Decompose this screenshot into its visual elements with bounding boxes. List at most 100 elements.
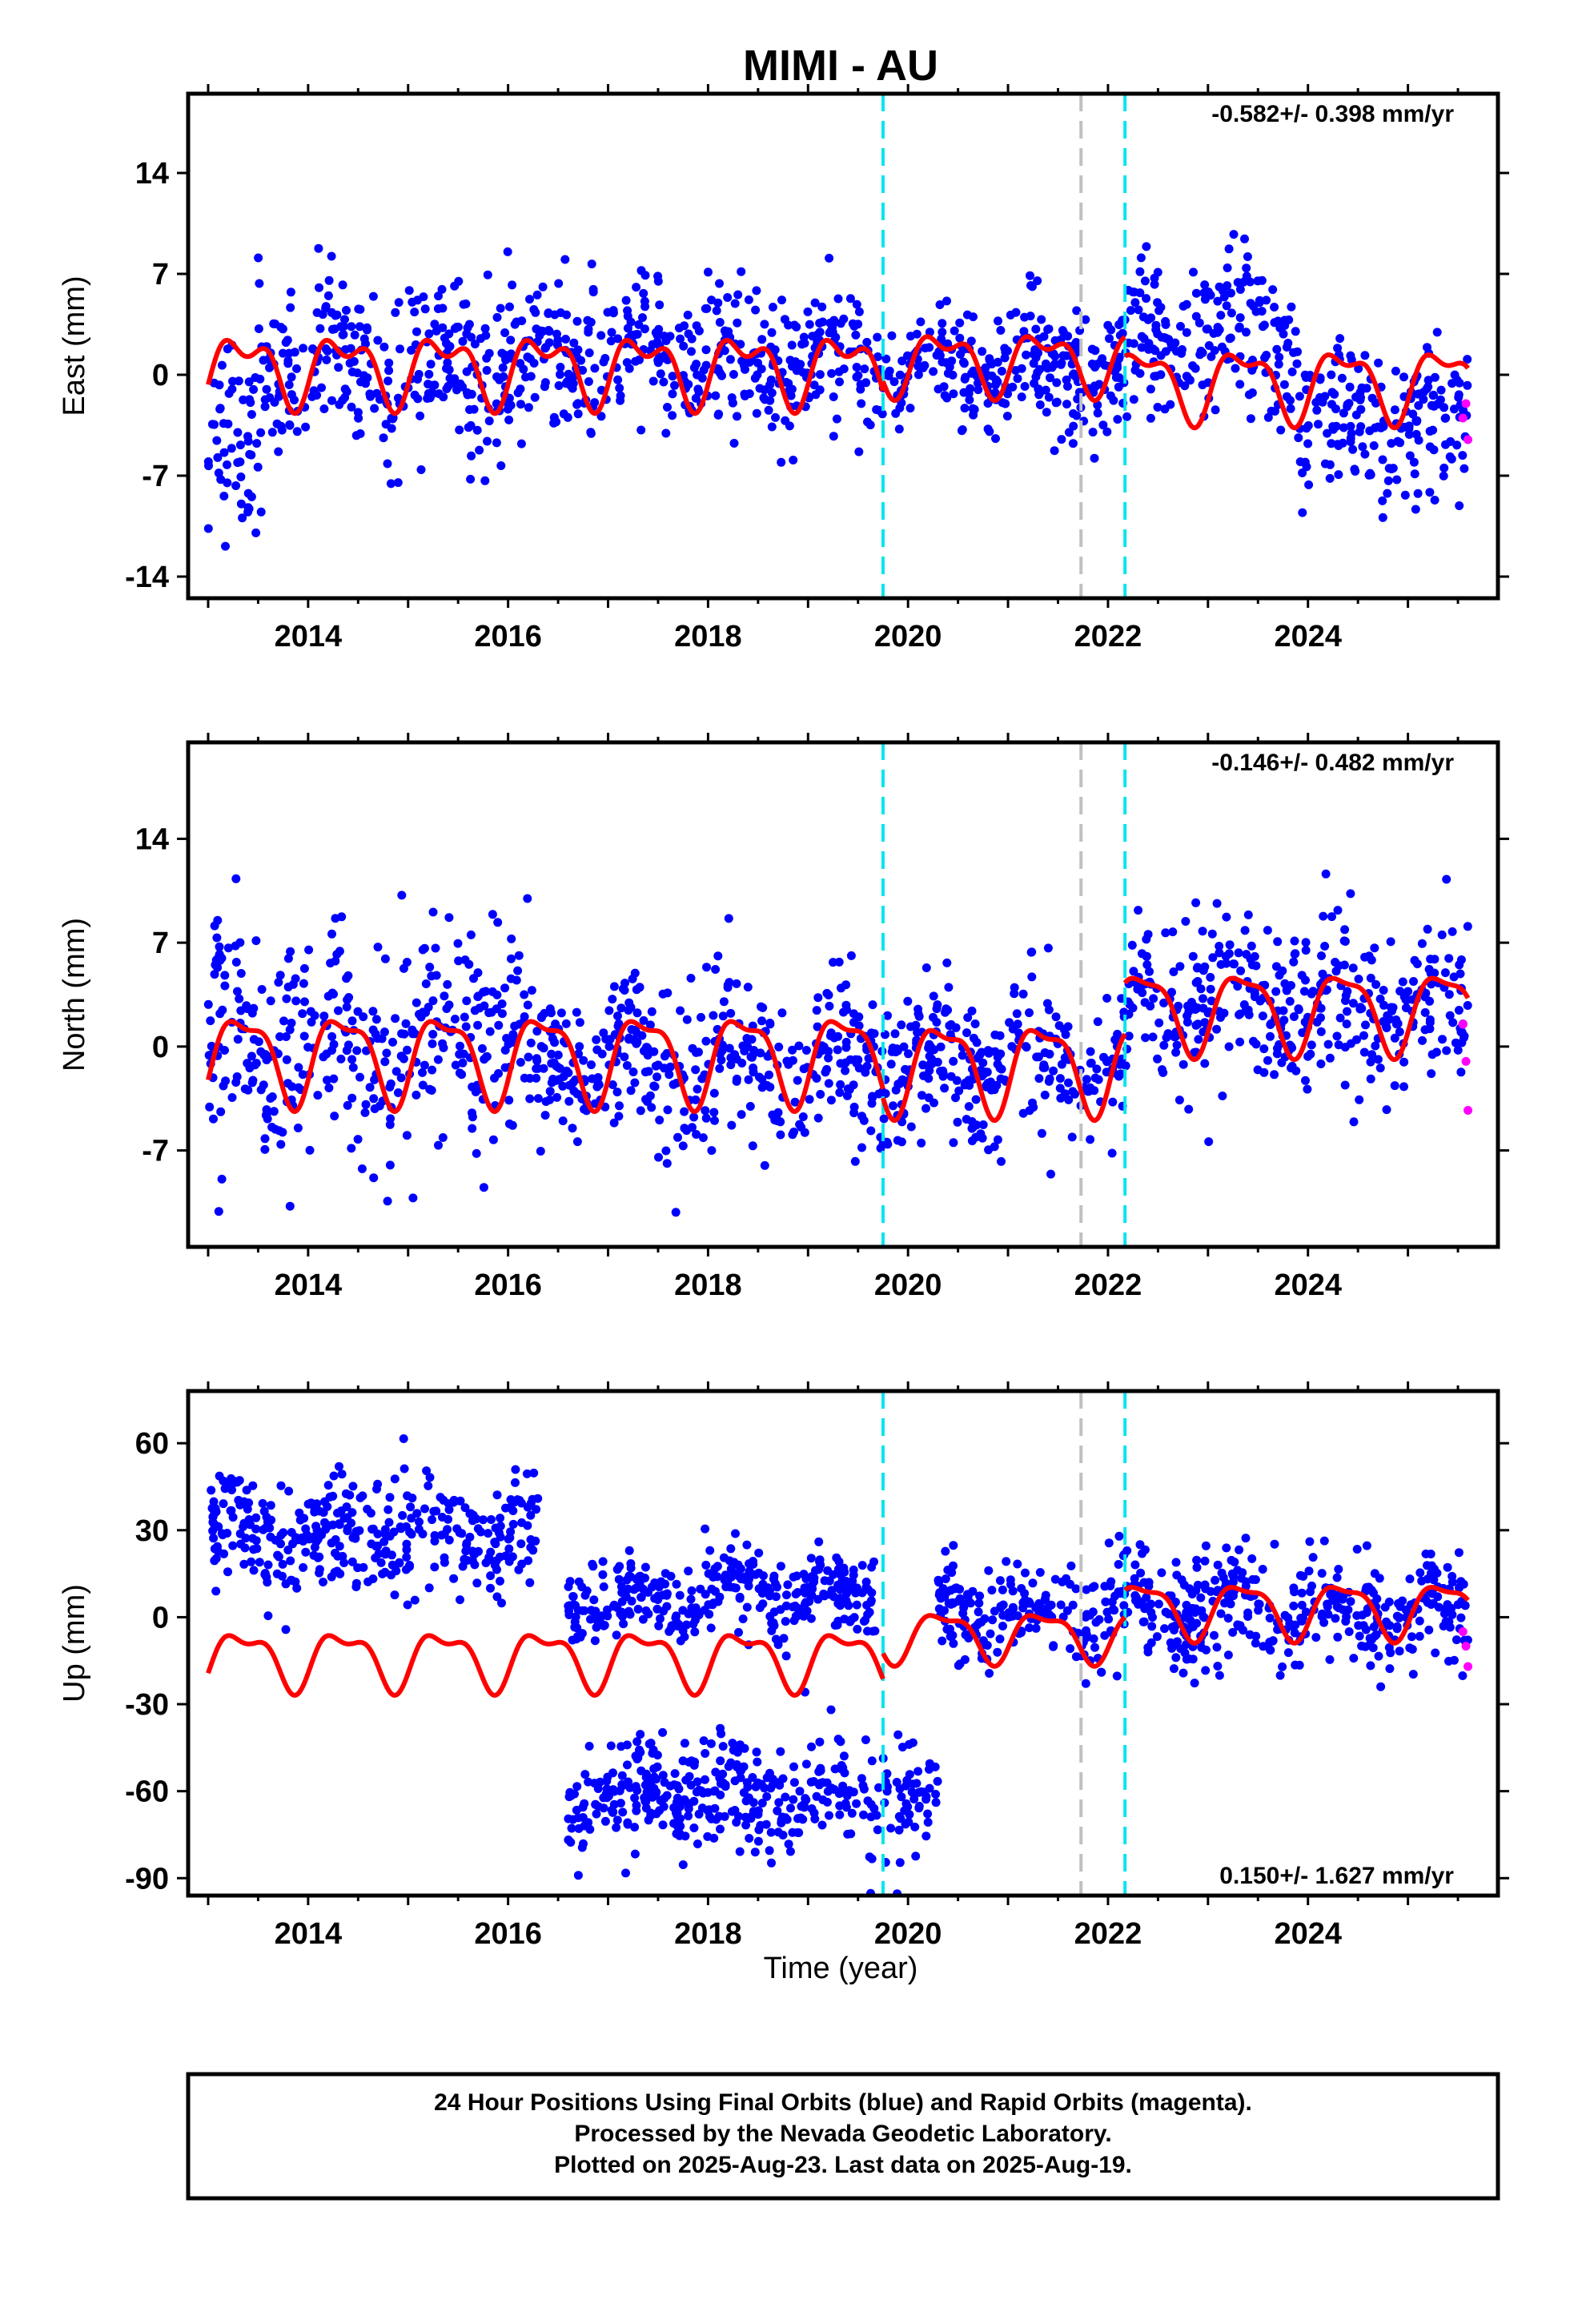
final-point bbox=[668, 411, 677, 420]
final-point bbox=[813, 1022, 822, 1031]
final-point bbox=[886, 1059, 896, 1069]
final-point bbox=[223, 344, 232, 354]
final-point bbox=[1405, 451, 1415, 460]
final-point bbox=[632, 283, 641, 292]
final-point bbox=[1197, 1642, 1207, 1652]
final-point bbox=[724, 914, 733, 923]
final-point bbox=[1137, 1598, 1146, 1608]
y-tick-label: 0 bbox=[152, 1601, 169, 1634]
final-point bbox=[836, 1601, 845, 1610]
final-point bbox=[852, 372, 861, 382]
final-point bbox=[639, 1015, 648, 1025]
final-point bbox=[340, 315, 349, 324]
final-point bbox=[393, 1088, 403, 1097]
y-tick-label: 7 bbox=[152, 927, 169, 960]
final-point bbox=[861, 1735, 870, 1744]
final-point bbox=[332, 950, 342, 959]
final-point bbox=[689, 1112, 699, 1122]
final-point bbox=[1142, 960, 1152, 970]
final-point bbox=[255, 374, 265, 384]
final-point bbox=[486, 1583, 495, 1593]
final-point bbox=[1411, 416, 1421, 425]
final-point bbox=[771, 412, 780, 422]
final-point bbox=[866, 1799, 876, 1809]
final-point bbox=[556, 370, 564, 380]
final-point bbox=[221, 541, 230, 551]
final-point bbox=[817, 302, 827, 312]
final-point bbox=[689, 1823, 699, 1832]
final-point bbox=[443, 979, 452, 989]
model-curve bbox=[1123, 1585, 1470, 1646]
final-point bbox=[1212, 1024, 1222, 1034]
x-tick-label: 2022 bbox=[1074, 1917, 1142, 1951]
final-point bbox=[572, 316, 582, 326]
final-point bbox=[658, 1820, 668, 1830]
final-point bbox=[337, 1470, 347, 1479]
final-point bbox=[282, 994, 291, 1003]
final-point bbox=[319, 1011, 329, 1021]
final-point bbox=[672, 1579, 681, 1589]
x-tick-label: 2024 bbox=[1274, 1269, 1342, 1302]
final-point bbox=[1427, 1069, 1436, 1079]
final-point bbox=[712, 306, 721, 316]
final-point bbox=[1138, 1549, 1146, 1558]
final-point bbox=[1158, 1068, 1168, 1077]
final-point bbox=[1028, 1578, 1038, 1588]
final-point bbox=[1367, 393, 1377, 403]
final-point bbox=[622, 1061, 632, 1070]
final-point bbox=[380, 1567, 390, 1577]
final-point bbox=[561, 1019, 571, 1028]
final-point bbox=[278, 1559, 287, 1569]
final-point bbox=[1040, 1048, 1050, 1057]
final-point bbox=[1430, 1566, 1439, 1575]
final-point bbox=[1369, 1622, 1379, 1631]
final-point bbox=[577, 1843, 587, 1852]
final-point bbox=[952, 1583, 961, 1593]
final-point bbox=[444, 1000, 454, 1010]
final-point bbox=[1347, 428, 1356, 438]
final-point bbox=[967, 1136, 977, 1146]
final-point bbox=[1090, 382, 1100, 392]
final-point bbox=[1413, 489, 1423, 498]
final-point bbox=[715, 368, 725, 378]
final-point bbox=[256, 507, 266, 517]
final-point bbox=[335, 1519, 344, 1529]
final-point bbox=[636, 1730, 645, 1739]
final-point bbox=[320, 1518, 329, 1527]
final-point bbox=[757, 1083, 767, 1092]
final-point bbox=[592, 1809, 601, 1819]
final-point bbox=[862, 337, 872, 347]
final-point bbox=[1020, 382, 1030, 391]
final-point bbox=[963, 1013, 973, 1023]
final-point bbox=[1110, 1606, 1119, 1615]
final-point bbox=[829, 1570, 838, 1579]
final-point bbox=[1456, 1599, 1465, 1608]
final-point bbox=[1289, 1601, 1299, 1610]
final-point bbox=[1142, 294, 1151, 304]
final-point bbox=[897, 1743, 907, 1752]
final-point bbox=[840, 1582, 849, 1592]
final-point bbox=[781, 1617, 790, 1626]
final-point bbox=[383, 1505, 393, 1514]
final-point bbox=[235, 1529, 245, 1538]
final-point bbox=[331, 1535, 340, 1544]
final-point bbox=[825, 318, 835, 328]
final-point bbox=[612, 1088, 622, 1097]
final-point bbox=[1255, 1599, 1264, 1609]
final-point bbox=[1198, 927, 1207, 936]
final-point bbox=[450, 281, 460, 291]
final-point bbox=[648, 1745, 658, 1755]
final-point bbox=[1361, 1020, 1370, 1030]
final-point bbox=[254, 1037, 263, 1047]
final-point bbox=[776, 1562, 785, 1571]
final-point bbox=[473, 1524, 483, 1534]
final-point bbox=[686, 1594, 696, 1604]
final-point bbox=[726, 1544, 736, 1554]
final-point bbox=[891, 408, 901, 418]
final-point bbox=[529, 359, 539, 368]
final-point bbox=[592, 1035, 601, 1044]
x-tick-label: 2024 bbox=[1274, 620, 1342, 653]
final-point bbox=[765, 1019, 775, 1027]
final-point bbox=[807, 1572, 817, 1582]
final-point bbox=[587, 1606, 596, 1615]
